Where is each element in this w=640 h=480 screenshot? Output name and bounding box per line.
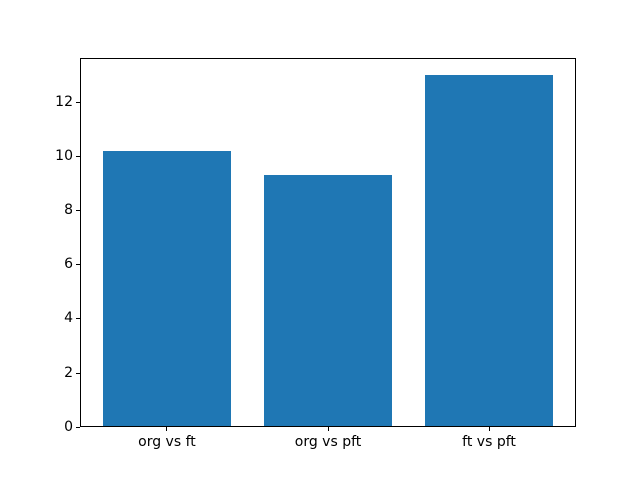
- y-tick-label: 6: [64, 256, 73, 273]
- bar-org-vs-pft: [263, 175, 393, 428]
- plot-area: [80, 57, 576, 428]
- y-tick-label: 0: [64, 418, 73, 435]
- x-tick-mark: [327, 427, 329, 432]
- y-tick-mark: [76, 372, 80, 374]
- bar-org-vs-ft: [102, 151, 232, 428]
- y-tick-label: 10: [55, 147, 73, 164]
- x-tick-mark: [488, 427, 490, 432]
- y-tick-label: 8: [64, 202, 73, 219]
- y-tick-mark: [76, 155, 80, 157]
- x-tick-mark: [166, 427, 168, 432]
- x-tick-label: org vs pft: [294, 433, 362, 450]
- y-tick-mark: [76, 426, 80, 428]
- bar-ft-vs-pft: [424, 75, 554, 428]
- y-tick-label: 12: [55, 93, 73, 110]
- y-tick-mark: [76, 101, 80, 103]
- y-tick-mark: [76, 210, 80, 212]
- x-tick-label: ft vs pft: [462, 433, 516, 450]
- y-tick-mark: [76, 318, 80, 320]
- x-tick-label: org vs ft: [138, 433, 196, 450]
- y-tick-label: 4: [64, 310, 73, 327]
- y-tick-mark: [76, 264, 80, 266]
- y-tick-label: 2: [64, 364, 73, 381]
